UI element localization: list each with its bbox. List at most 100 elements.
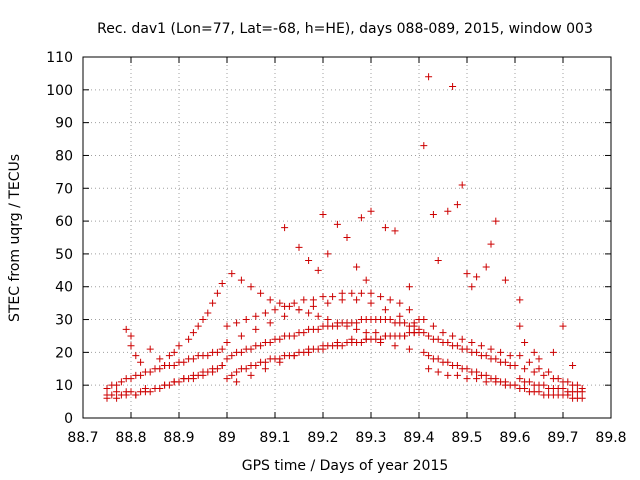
data-point (127, 332, 135, 340)
data-point (122, 325, 130, 333)
data-point (209, 365, 217, 373)
data-point (501, 381, 509, 389)
y-tick-label: 20 (55, 345, 73, 361)
data-point (516, 322, 524, 330)
x-tick-label: 88.7 (67, 430, 98, 446)
data-point (377, 339, 385, 347)
data-point (189, 355, 197, 363)
data-point (271, 306, 279, 314)
data-point (127, 375, 135, 383)
data-point (425, 365, 433, 373)
data-point (482, 378, 490, 386)
data-point (180, 375, 188, 383)
data-point (463, 375, 471, 383)
data-point (252, 325, 260, 333)
data-point (396, 299, 404, 307)
data-point (324, 250, 332, 258)
y-tick-label: 100 (46, 83, 73, 99)
data-point (199, 368, 207, 376)
data-point (487, 345, 495, 353)
data-point (305, 345, 313, 353)
data-point (381, 306, 389, 314)
data-point (501, 276, 509, 284)
data-point (108, 391, 116, 399)
data-point (535, 355, 543, 363)
y-tick-label: 80 (55, 148, 73, 164)
data-point (516, 375, 524, 383)
data-point (578, 384, 586, 392)
data-point (444, 207, 452, 215)
data-point (137, 358, 145, 366)
x-tick-label: 89.5 (451, 430, 482, 446)
data-point (410, 319, 418, 327)
data-point (295, 306, 303, 314)
data-point (247, 345, 255, 353)
data-point (213, 289, 221, 297)
data-point (199, 316, 207, 324)
data-point (127, 342, 135, 350)
x-tick-label: 89.3 (355, 430, 386, 446)
plot-frame (82, 56, 612, 419)
data-point (540, 371, 548, 379)
data-point (204, 309, 212, 317)
data-point (180, 358, 188, 366)
data-point (290, 332, 298, 340)
data-point (473, 348, 481, 356)
data-point (333, 339, 341, 347)
y-tick-label: 50 (55, 247, 73, 263)
data-point (252, 361, 260, 369)
y-tick-label: 110 (46, 50, 73, 66)
data-point (449, 332, 457, 340)
data-point (247, 371, 255, 379)
data-point (170, 348, 178, 356)
data-point (458, 335, 466, 343)
data-point (285, 302, 293, 310)
data-point (564, 391, 572, 399)
data-point (501, 358, 509, 366)
data-point (233, 368, 241, 376)
data-point (477, 342, 485, 350)
data-point (425, 352, 433, 360)
data-point (386, 296, 394, 304)
data-point (473, 273, 481, 281)
data-point (357, 289, 365, 297)
x-tick-label: 88.8 (115, 430, 146, 446)
data-points (103, 73, 586, 402)
data-point (319, 211, 327, 219)
data-point (223, 339, 231, 347)
data-point (391, 342, 399, 350)
data-point (381, 224, 389, 232)
data-point (482, 352, 490, 360)
x-tick-label: 89.6 (499, 430, 530, 446)
data-point (468, 283, 476, 291)
x-tick-label: 89.1 (259, 430, 290, 446)
data-point (237, 276, 245, 284)
data-point (396, 312, 404, 320)
data-point (103, 384, 111, 392)
data-point (497, 348, 505, 356)
data-point (242, 316, 250, 324)
data-point (357, 214, 365, 222)
data-point (386, 316, 394, 324)
data-point (281, 312, 289, 320)
data-point (482, 371, 490, 379)
data-point (367, 299, 375, 307)
data-point (261, 309, 269, 317)
data-point (223, 322, 231, 330)
data-point (233, 319, 241, 327)
x-tick-label: 89.2 (307, 430, 338, 446)
data-point (559, 378, 567, 386)
data-point (453, 201, 461, 209)
data-point (492, 378, 500, 386)
data-point (530, 368, 538, 376)
data-point (113, 381, 121, 389)
data-point (237, 332, 245, 340)
data-point (141, 388, 149, 396)
data-point (290, 299, 298, 307)
data-point (309, 296, 317, 304)
x-tick-label: 89.7 (547, 430, 578, 446)
data-point (237, 348, 245, 356)
data-point (122, 391, 130, 399)
data-point (305, 256, 313, 264)
